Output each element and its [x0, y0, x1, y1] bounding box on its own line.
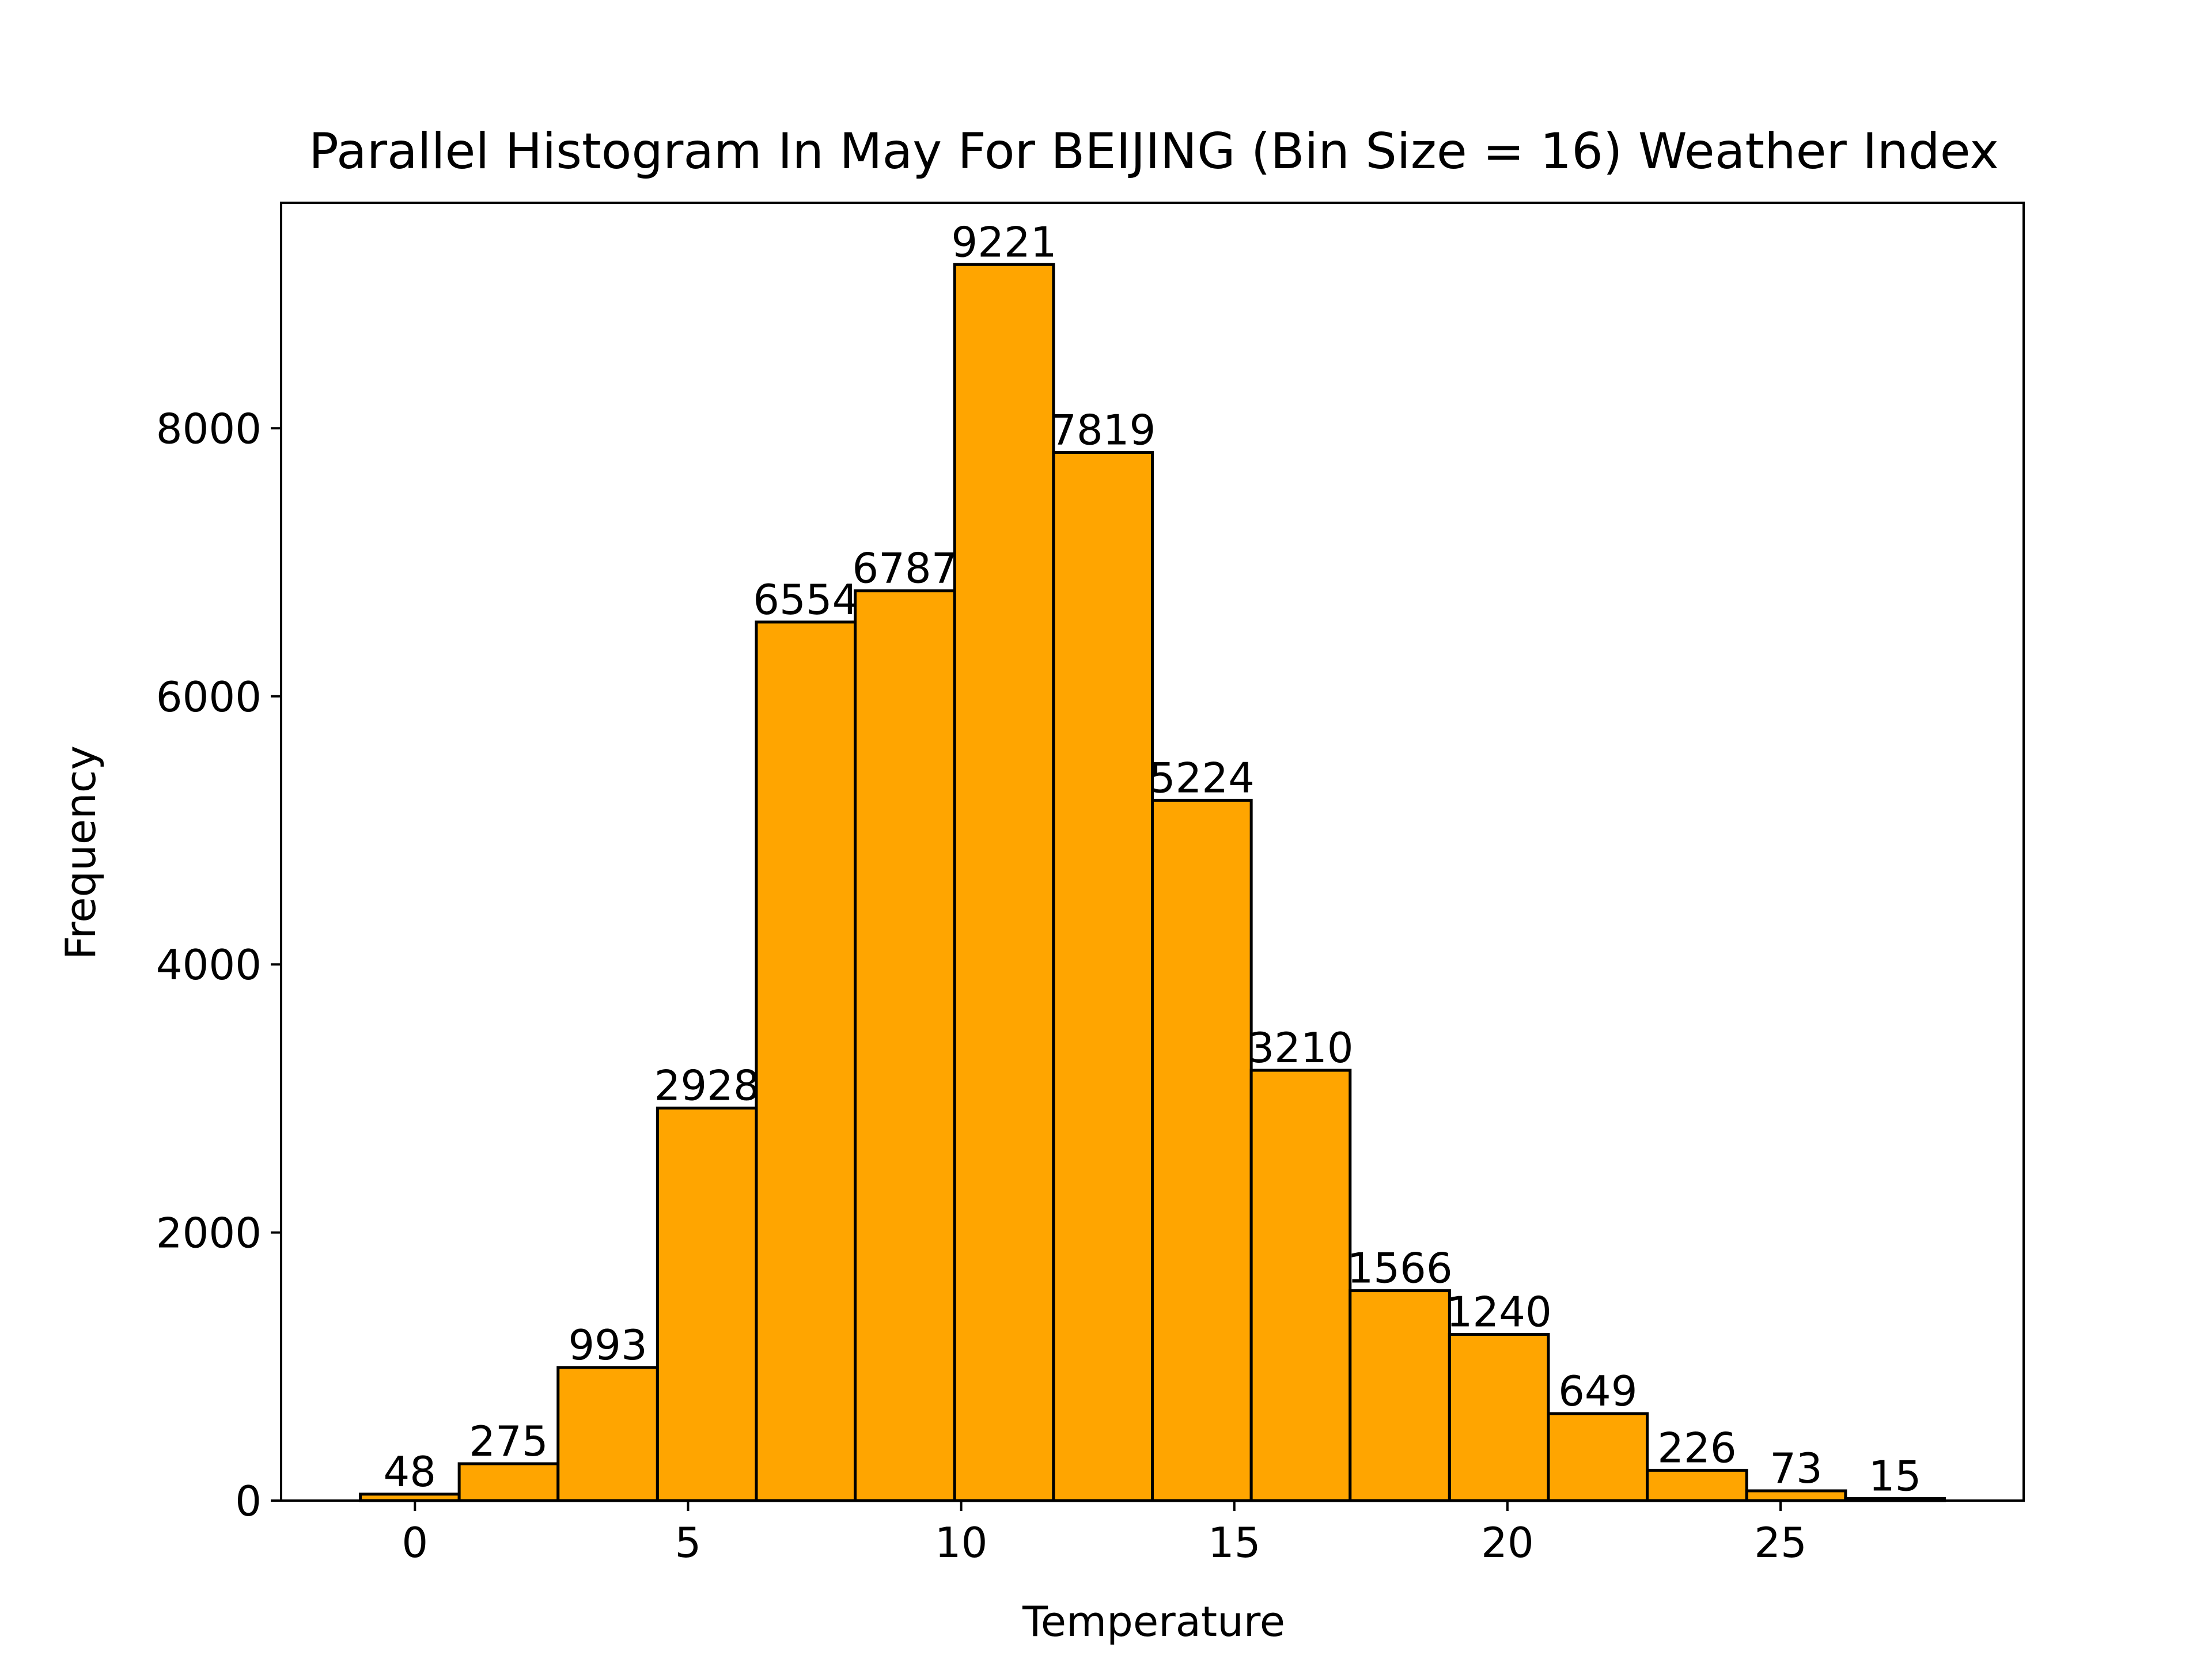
chart-title: Parallel Histogram In May For BEIJING (B… [309, 123, 1999, 180]
bar-value-label: 7819 [1050, 406, 1156, 454]
bar-value-label: 1240 [1446, 1287, 1552, 1336]
histogram-bar [656, 1107, 758, 1502]
bar-value-label: 275 [469, 1417, 548, 1465]
histogram-bar [1448, 1332, 1550, 1502]
histogram-bar [556, 1366, 659, 1502]
histogram-bar [854, 589, 956, 1502]
histogram-bar [1547, 1412, 1649, 1502]
histogram-bar [1646, 1468, 1748, 1502]
y-axis-ticks: 0 2000 4000 6000 8000 [156, 404, 281, 1525]
y-tick-label: 6000 [156, 673, 262, 721]
bar-value-label: 48 [384, 1448, 437, 1496]
bar-value-label: 9221 [951, 218, 1056, 266]
bar-value-label: 993 [568, 1321, 647, 1369]
bar-value-label: 6554 [753, 575, 858, 624]
bar-value-label: 5224 [1149, 753, 1255, 802]
histogram-bar [1249, 1069, 1352, 1502]
bar-value-label: 2928 [654, 1062, 760, 1110]
x-tick-label: 25 [1754, 1518, 1807, 1567]
plot-frame [280, 202, 2025, 1502]
x-axis-ticks: 0 5 10 15 20 25 [402, 1501, 1807, 1567]
bar-value-label: 226 [1657, 1423, 1736, 1472]
histogram-bar [457, 1462, 560, 1502]
histogram-bar [1052, 451, 1154, 1502]
y-tick-label: 2000 [156, 1209, 262, 1257]
bars-group [359, 263, 1946, 1502]
x-axis-label: Temperature [1022, 1597, 1285, 1646]
bar-value-label: 3210 [1248, 1024, 1353, 1072]
bar-value-label: 6787 [852, 544, 957, 593]
y-axis-label: Frequency [56, 745, 105, 960]
y-tick-label: 8000 [156, 404, 262, 453]
y-tick-label: 0 [235, 1477, 262, 1525]
x-tick-label: 10 [935, 1518, 988, 1567]
bar-value-label: 15 [1869, 1452, 1922, 1501]
bar-value-label: 1566 [1347, 1244, 1452, 1293]
x-tick-label: 20 [1481, 1518, 1534, 1567]
x-tick-label: 0 [402, 1518, 428, 1567]
histogram-bar [953, 263, 1055, 1502]
bar-value-label: 73 [1770, 1444, 1823, 1493]
x-tick-label: 5 [675, 1518, 702, 1567]
histogram-bar [1349, 1289, 1451, 1502]
x-tick-label: 15 [1208, 1518, 1261, 1567]
histogram-bar [1151, 798, 1253, 1502]
histogram-bar [755, 620, 857, 1502]
bar-value-label: 649 [1558, 1367, 1637, 1415]
y-tick-label: 4000 [156, 941, 262, 989]
